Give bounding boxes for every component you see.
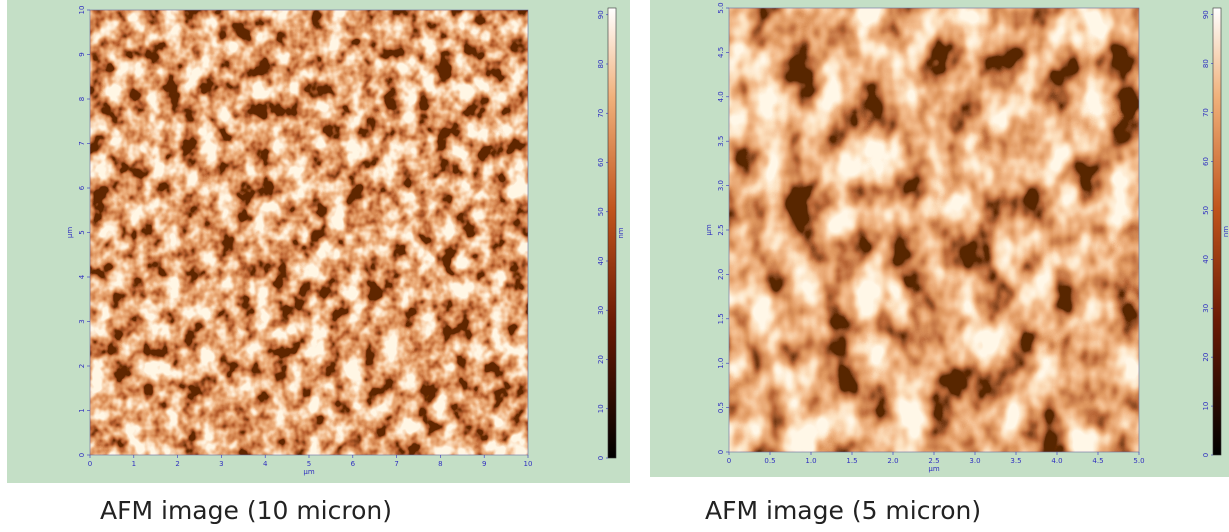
colorbar-tick-label: 80	[1202, 59, 1210, 68]
y-tick-label: 0.5	[717, 402, 725, 413]
colorbar-tick-label: 70	[597, 109, 605, 118]
x-tick-label: 1	[132, 460, 136, 468]
x-tick-label: 1.5	[846, 457, 857, 465]
y-tick-label: 0	[78, 453, 86, 457]
y-tick-label: 5	[78, 230, 86, 234]
x-tick-label: 3	[219, 460, 223, 468]
y-tick-label: 0	[717, 450, 725, 454]
colorbar	[608, 8, 616, 458]
x-tick-label: 5.0	[1133, 457, 1144, 465]
y-tick-label: 3.0	[717, 180, 725, 191]
afm-image	[729, 8, 1139, 452]
x-tick-label: 0	[727, 457, 731, 465]
x-tick-label: 9	[482, 460, 486, 468]
y-tick-label: 4	[78, 274, 86, 279]
x-tick-label: 2.5	[928, 457, 939, 465]
colorbar-tick-label: 80	[597, 60, 605, 69]
colorbar-tick-label: 10	[597, 404, 605, 413]
x-tick-label: 5	[307, 460, 311, 468]
y-tick-label: 2	[78, 364, 86, 368]
y-tick-label: 2.0	[717, 269, 725, 280]
colorbar-tick-label: 30	[1202, 304, 1210, 313]
x-tick-label: 1.0	[805, 457, 816, 465]
x-tick-label: 4.5	[1092, 457, 1103, 465]
y-tick-label: 4.5	[717, 47, 725, 58]
x-tick-label: 3.0	[969, 457, 980, 465]
x-tick-label: 0.5	[764, 457, 775, 465]
y-axis-label: μm	[66, 227, 74, 238]
y-tick-label: 6	[78, 185, 86, 190]
colorbar-tick-label: 40	[597, 257, 605, 266]
x-axis-label: μm	[303, 468, 314, 476]
colorbar-tick-label: 70	[1202, 108, 1210, 117]
x-axis-label: μm	[928, 465, 939, 473]
figure: 0 1 2 3 4 5 6 7 8 9 10 μm 0 1 2 3 4 5 6 7 8 9 10 μm 0 10 20 30 40 50 6…	[0, 0, 1229, 527]
page: {"panels": [ {"caption": "AFM image (10 …	[0, 0, 1229, 527]
colorbar-tick-label: 50	[597, 207, 605, 216]
y-tick-label: 10	[78, 6, 86, 15]
x-tick-label: 4.0	[1051, 457, 1062, 465]
afm-image	[90, 10, 528, 455]
y-tick-label: 1.5	[717, 313, 725, 324]
y-tick-label: 5.0	[717, 2, 725, 13]
y-tick-label: 7	[78, 141, 86, 145]
colorbar-tick-label: 90	[1202, 10, 1210, 19]
colorbar-tick-label: 0	[1202, 453, 1210, 457]
colorbar-label: nm	[1222, 226, 1229, 237]
y-tick-label: 4.0	[717, 91, 725, 102]
x-tick-label: 2	[175, 460, 179, 468]
y-tick-label: 1	[78, 408, 86, 412]
x-tick-label: 7	[394, 460, 398, 468]
y-tick-label: 8	[78, 97, 86, 101]
y-tick-label: 2.5	[717, 224, 725, 235]
colorbar-tick-label: 20	[1202, 353, 1210, 362]
x-tick-label: 2.0	[887, 457, 898, 465]
colorbar-label: nm	[617, 227, 625, 238]
y-tick-label: 3	[78, 319, 86, 323]
x-tick-label: 0	[88, 460, 92, 468]
colorbar-tick-label: 20	[597, 355, 605, 364]
x-tick-label: 8	[438, 460, 442, 468]
caption: AFM image (10 micron)	[100, 496, 392, 525]
x-tick-label: 3.5	[1010, 457, 1021, 465]
y-axis-label: μm	[705, 224, 713, 235]
x-tick-label: 4	[263, 460, 268, 468]
colorbar-tick-label: 10	[1202, 402, 1210, 411]
colorbar	[1213, 8, 1221, 455]
colorbar-tick-label: 40	[1202, 255, 1210, 264]
y-tick-label: 9	[78, 52, 86, 56]
x-tick-label: 6	[351, 460, 356, 468]
colorbar-tick-label: 90	[597, 10, 605, 19]
colorbar-tick-label: 60	[597, 158, 605, 167]
colorbar-tick-label: 50	[1202, 206, 1210, 215]
colorbar-tick-label: 0	[597, 456, 605, 460]
caption: AFM image (5 micron)	[705, 496, 981, 525]
y-tick-label: 1.0	[717, 358, 725, 369]
y-tick-label: 3.5	[717, 136, 725, 147]
colorbar-tick-label: 30	[597, 306, 605, 315]
colorbar-tick-label: 60	[1202, 157, 1210, 166]
x-tick-label: 10	[524, 460, 533, 468]
